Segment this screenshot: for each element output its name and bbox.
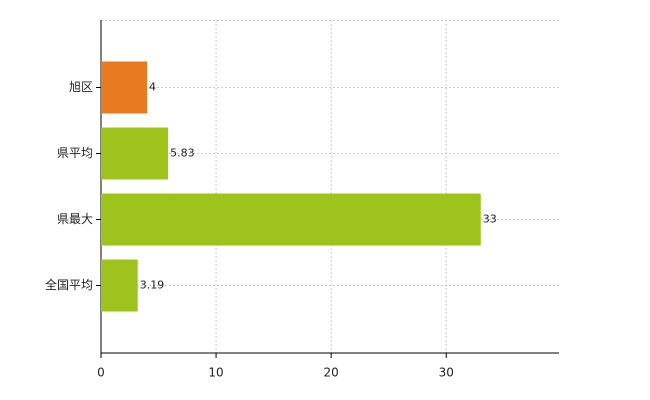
x-tick-label: 20 [324, 366, 339, 380]
y-tick-label: 県最大 [57, 212, 93, 226]
value-label: 33 [483, 213, 497, 226]
value-label: 5.83 [170, 147, 195, 160]
x-tick-label: 10 [208, 366, 223, 380]
y-tick-label: 全国平均 [45, 277, 93, 292]
bar [101, 259, 138, 312]
bar [101, 127, 169, 180]
value-label: 3.19 [140, 279, 165, 292]
x-tick-label: 30 [439, 366, 454, 380]
y-tick-label: 旭区 [69, 80, 93, 94]
value-label: 4 [149, 81, 156, 94]
y-tick-label: 県平均 [57, 146, 93, 160]
bar [101, 193, 481, 246]
bar [101, 61, 148, 114]
x-tick-label: 0 [97, 366, 105, 380]
